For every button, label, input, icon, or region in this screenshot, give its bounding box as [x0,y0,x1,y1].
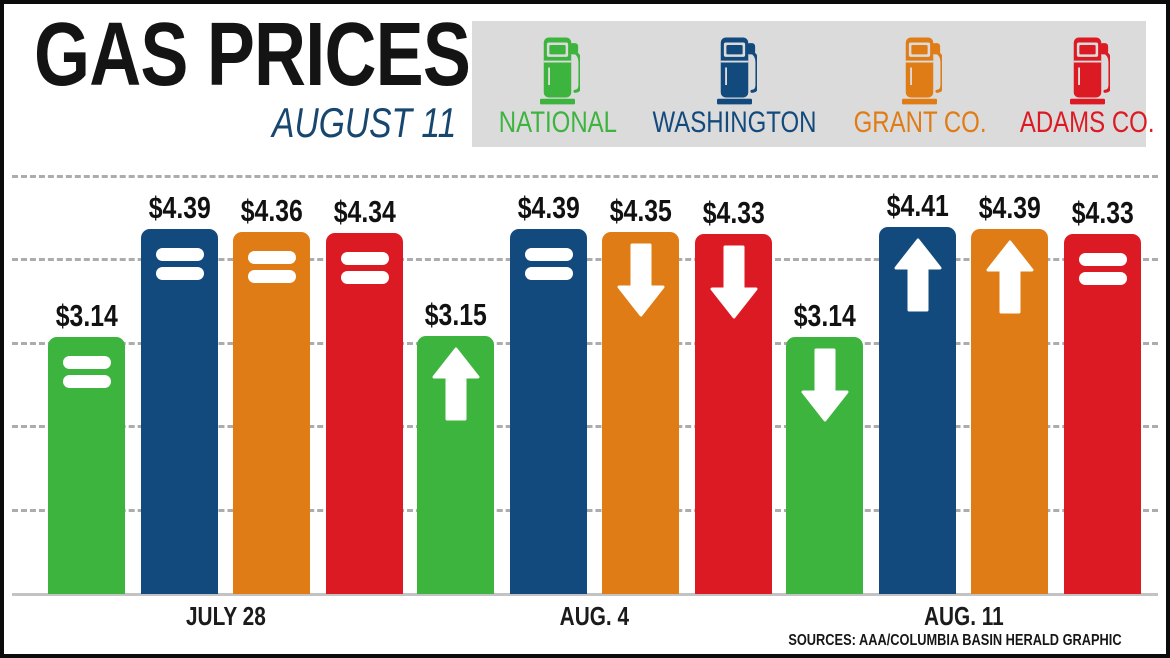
trend-up-icon [986,240,1033,314]
bar-washington-july-28 [141,229,218,594]
bar-grant-co-aug-4 [602,232,679,594]
bar-national-aug-4 [417,336,494,594]
price-label: $3.15 [424,297,488,332]
axis-label-aug-4: AUG. 4 [559,601,630,631]
price-label: $3.14 [55,298,119,333]
price-label: $4.39 [517,190,581,225]
trend-down-icon [710,245,757,319]
price-label: $4.39 [148,190,212,225]
x-axis-baseline [12,593,1158,596]
legend-label: WASHINGTON [652,106,817,139]
price-label: $4.33 [702,195,766,230]
bar-grant-co-aug-11 [971,229,1048,594]
price-label: $4.39 [978,190,1042,225]
legend-label: ADAMS CO. [1019,106,1155,139]
legend-label: NATIONAL [498,106,618,139]
bar-adams-co-july-28 [326,233,403,594]
trend-up-icon [432,347,479,421]
trend-equal-icon [340,252,389,284]
price-label: $4.41 [886,188,950,223]
bar-national-july-28 [48,337,125,594]
axis-label-aug-11: AUG. 11 [923,601,1004,631]
price-label: $4.36 [240,193,304,228]
trend-equal-icon [247,251,296,283]
bar-washington-aug-11 [879,227,956,594]
trend-equal-icon [155,248,204,280]
legend-item-grant-co: GRANT CO. [837,35,1003,138]
axis-label-july-28: JULY 28 [185,601,266,631]
trend-down-icon [801,348,848,422]
trend-equal-icon [1078,253,1127,285]
trend-up-icon [894,238,941,312]
gas-pump-icon [540,37,581,105]
price-label: $4.34 [333,194,397,229]
trend-equal-icon [524,248,573,280]
gridline [12,175,1158,178]
price-label: $4.35 [609,193,673,228]
gas-pump-icon [902,37,943,105]
legend-label: GRANT CO. [853,106,987,139]
trend-equal-icon [62,356,111,388]
gas-pump-icon [1069,37,1110,105]
legend-item-washington: WASHINGTON [632,35,837,138]
legend-item-national: NATIONAL [484,35,632,138]
sources-text: SOURCES: AAA/COLUMBIA BASIN HERALD GRAPH… [788,632,1122,649]
price-label: $4.33 [1071,195,1135,230]
gas-pump-icon [716,37,757,105]
bar-adams-co-aug-4 [695,234,772,594]
bar-national-aug-11 [786,337,863,594]
legend: NATIONAL WASHINGTON GRANT CO. ADAMS CO. [472,21,1154,147]
price-label: $3.14 [793,298,857,333]
bar-adams-co-aug-11 [1064,234,1141,594]
bar-washington-aug-4 [510,229,587,594]
legend-item-adams-co: ADAMS CO. [1003,35,1166,139]
bar-grant-co-july-28 [233,232,310,594]
trend-down-icon [617,243,664,317]
subtitle: AUGUST 11 [271,99,456,146]
page-title: GAS PRICES [34,5,471,105]
